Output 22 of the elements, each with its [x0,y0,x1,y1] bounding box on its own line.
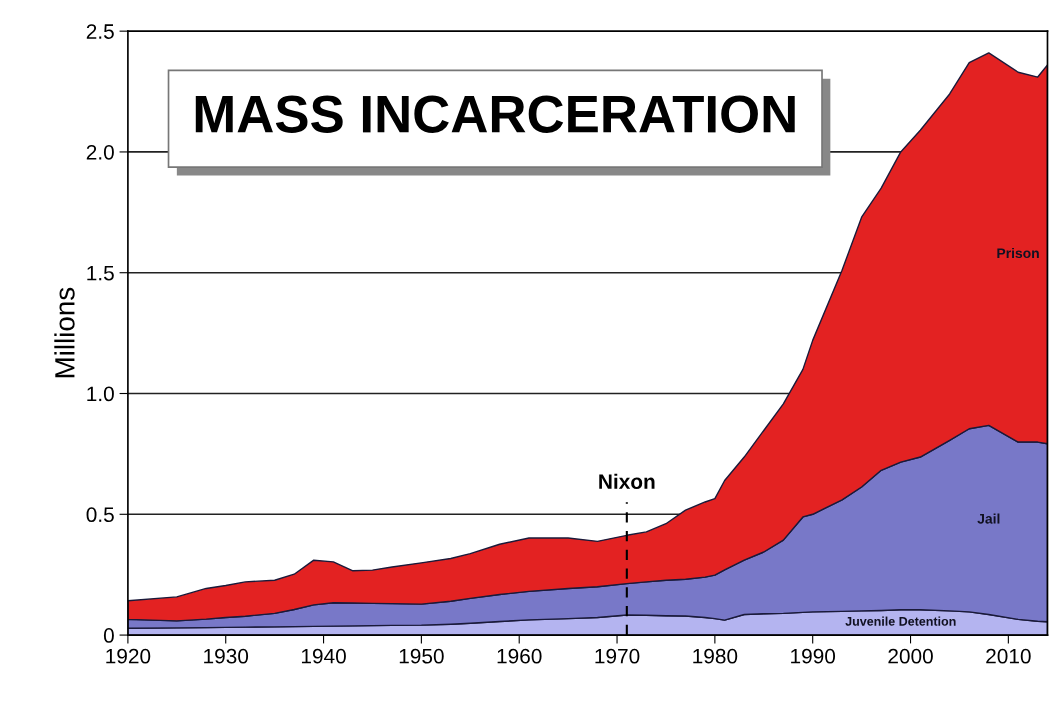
y-tick-label: 1.0 [87,386,114,402]
x-tick-label: 2000 [888,648,933,664]
x-tick-label: 2010 [986,648,1031,664]
x-tick-label: 1930 [204,648,249,664]
y-tick-label: 0.5 [86,507,114,523]
ref-line-label: Nixon [599,473,655,490]
x-tick-label: 1950 [399,648,444,664]
y-tick-label: 2.0 [86,144,114,160]
series-label: Juvenile Detention [845,616,956,626]
x-tick-label: 1980 [693,648,738,664]
y-axis-title: Millions [54,287,75,378]
x-tick-label: 1990 [791,648,836,664]
x-tick-label: 1920 [106,648,151,664]
x-tick-label: 1940 [301,648,346,664]
series-label: Jail [977,513,1000,524]
y-tick-label: 0 [103,628,114,643]
x-tick-label: 1960 [497,648,542,664]
x-tick-label: 1970 [595,648,640,664]
series-label: Prison [997,247,1039,259]
text: MASS INCARCERATION [195,95,795,133]
y-tick-label: 1.5 [87,265,114,281]
y-tick-label: 2.5 [86,24,114,39]
